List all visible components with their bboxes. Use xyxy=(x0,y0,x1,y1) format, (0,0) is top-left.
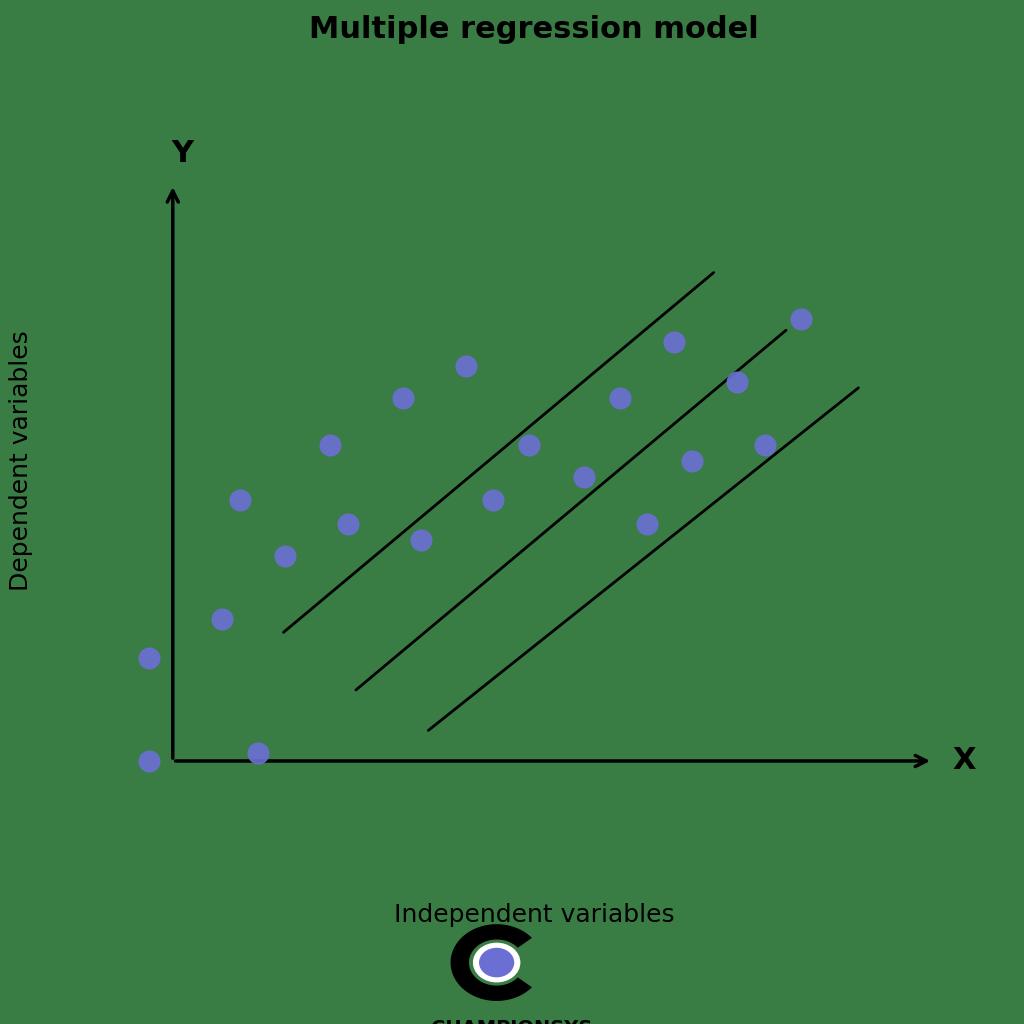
Point xyxy=(250,744,266,761)
Text: Independent variables: Independent variables xyxy=(393,903,674,927)
Point xyxy=(394,389,411,406)
Point xyxy=(485,493,502,509)
Point xyxy=(213,610,229,627)
Point xyxy=(141,650,158,667)
Point xyxy=(340,516,356,532)
Polygon shape xyxy=(451,925,531,1000)
Point xyxy=(611,389,628,406)
Point xyxy=(639,516,655,532)
Point xyxy=(413,531,429,548)
Point xyxy=(141,753,158,769)
Point xyxy=(575,468,592,484)
Point xyxy=(757,437,773,454)
Point xyxy=(684,453,700,469)
Text: X: X xyxy=(952,746,976,775)
Text: Dependent variables: Dependent variables xyxy=(9,331,33,591)
Point xyxy=(521,437,538,454)
Title: Multiple regression model: Multiple regression model xyxy=(309,15,759,44)
Point xyxy=(323,437,339,454)
Text: Y: Y xyxy=(171,139,194,169)
Circle shape xyxy=(473,943,519,982)
Text: CHAMPIONSYS: CHAMPIONSYS xyxy=(431,1019,593,1024)
Point xyxy=(276,548,293,564)
Circle shape xyxy=(479,948,513,977)
Point xyxy=(666,334,682,350)
Point xyxy=(793,310,809,327)
Point xyxy=(458,357,474,374)
Point xyxy=(231,493,248,509)
Point xyxy=(729,374,745,390)
